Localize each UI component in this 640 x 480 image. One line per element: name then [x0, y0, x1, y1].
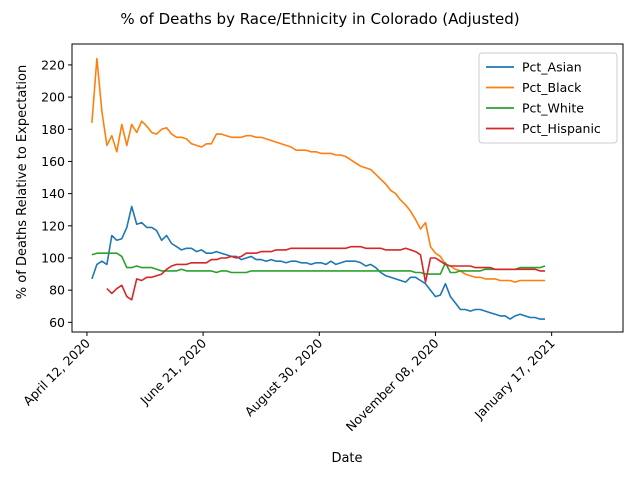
y-axis: 60 80 100 120 140 160 180 200 220: [41, 57, 72, 330]
y-tick-label: 180: [41, 122, 65, 137]
legend-box: [478, 52, 618, 144]
legend-label: Pct_Black: [522, 80, 582, 95]
series-line-pct-asian: [91, 205, 545, 320]
plot-area: [71, 43, 624, 333]
x-tick-label: August 30, 2020: [242, 335, 326, 419]
series-line-pct-white: [91, 252, 546, 275]
y-tick-label: 80: [49, 283, 65, 298]
y-tick-label: 60: [49, 315, 65, 330]
y-tick-label: 100: [41, 250, 65, 265]
series-lines: [91, 57, 546, 320]
y-tick-label: 120: [41, 218, 65, 233]
y-tick-label: 140: [41, 186, 65, 201]
y-tick-label: 160: [41, 154, 65, 169]
legend-label: Pct_White: [522, 101, 584, 116]
legend: Pct_Asian Pct_Black Pct_White Pct_Hispanic: [478, 52, 618, 144]
x-tick-label: January 17, 2021: [471, 336, 558, 423]
x-axis: April 12, 2020 June 21, 2020 August 30, 20…: [20, 332, 558, 434]
y-tick-label: 200: [41, 90, 65, 105]
chart-title: % of Deaths by Race/Ethnicity in Colorad…: [120, 10, 519, 28]
y-axis-title: % of Deaths Relative to Expectation: [15, 65, 30, 299]
y-tick-label: 220: [41, 57, 65, 72]
legend-label: Pct_Asian: [522, 60, 582, 75]
series-line-pct-black: [91, 57, 545, 283]
x-tick-label: November 08, 2020: [343, 335, 442, 434]
legend-label: Pct_Hispanic: [522, 121, 601, 136]
series-line-pct-hispanic: [106, 245, 545, 301]
x-axis-title: Date: [331, 451, 362, 466]
plot-frame: [71, 43, 624, 333]
x-tick-label: April 12, 2020: [20, 335, 93, 408]
x-tick-label: June 21, 2020: [137, 335, 210, 408]
